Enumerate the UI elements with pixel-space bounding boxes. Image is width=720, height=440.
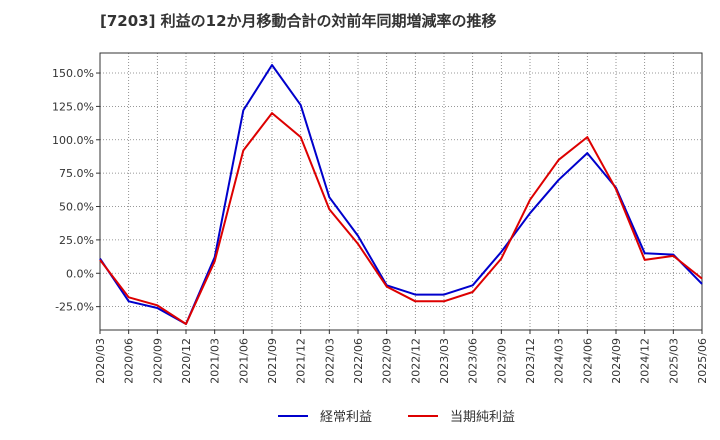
y-tick-label: -25.0% xyxy=(55,301,94,314)
x-tick-label: 2020/06 xyxy=(123,338,136,384)
legend-label: 当期純利益 xyxy=(450,410,515,425)
x-tick-label: 2023/09 xyxy=(495,338,508,384)
x-tick-label: 2022/06 xyxy=(352,338,365,384)
y-tick-label: 100.0% xyxy=(52,134,94,147)
x-tick-label: 2020/12 xyxy=(180,338,193,384)
x-tick-label: 2024/03 xyxy=(553,338,566,384)
x-tick-label: 2020/03 xyxy=(94,338,107,384)
x-tick-label: 2023/03 xyxy=(438,338,451,384)
x-axis-ticks: 2020/03 2020/06 2020/09 2020/12 2021/03 2021/… xyxy=(94,330,709,384)
x-tick-label: 2025/03 xyxy=(667,338,680,384)
x-tick-label: 2020/09 xyxy=(151,338,164,384)
y-tick-label: 125.0% xyxy=(52,100,94,113)
y-axis-ticks: -25.0% 0.0% 25.0% 50.0% 75.0% 100.0% 125.0% 150… xyxy=(52,67,100,314)
x-tick-label: 2021/06 xyxy=(237,338,250,384)
x-tick-label: 2022/12 xyxy=(409,338,422,384)
series-layer xyxy=(99,64,703,325)
x-tick-label: 2023/06 xyxy=(467,338,480,384)
y-tick-label: 50.0% xyxy=(59,201,94,214)
x-tick-label: 2025/06 xyxy=(696,338,709,384)
x-tick-label: 2024/06 xyxy=(581,338,594,384)
x-tick-label: 2024/09 xyxy=(610,338,623,384)
y-tick-label: 0.0% xyxy=(66,267,94,280)
series-line-net-income xyxy=(99,112,703,325)
x-tick-label: 2021/09 xyxy=(266,338,279,384)
chart-title: [7203] 利益の12か月移動合計の対前年同期増減率の推移 xyxy=(100,12,497,30)
x-tick-label: 2021/03 xyxy=(209,338,222,384)
y-tick-label: 75.0% xyxy=(59,167,94,180)
x-tick-label: 2022/03 xyxy=(323,338,336,384)
x-tick-label: 2023/12 xyxy=(524,338,537,384)
y-tick-label: 150.0% xyxy=(52,67,94,80)
legend: 経常利益 当期純利益 xyxy=(278,410,515,425)
plot-frame xyxy=(99,52,703,331)
legend-label: 経常利益 xyxy=(320,410,372,425)
x-tick-label: 2021/12 xyxy=(295,338,308,384)
y-tick-label: 25.0% xyxy=(59,234,94,247)
grid-layer xyxy=(100,53,702,330)
x-tick-label: 2022/09 xyxy=(381,338,394,384)
series-line-ordinary-profit xyxy=(99,64,703,325)
x-tick-label: 2024/12 xyxy=(639,338,652,384)
